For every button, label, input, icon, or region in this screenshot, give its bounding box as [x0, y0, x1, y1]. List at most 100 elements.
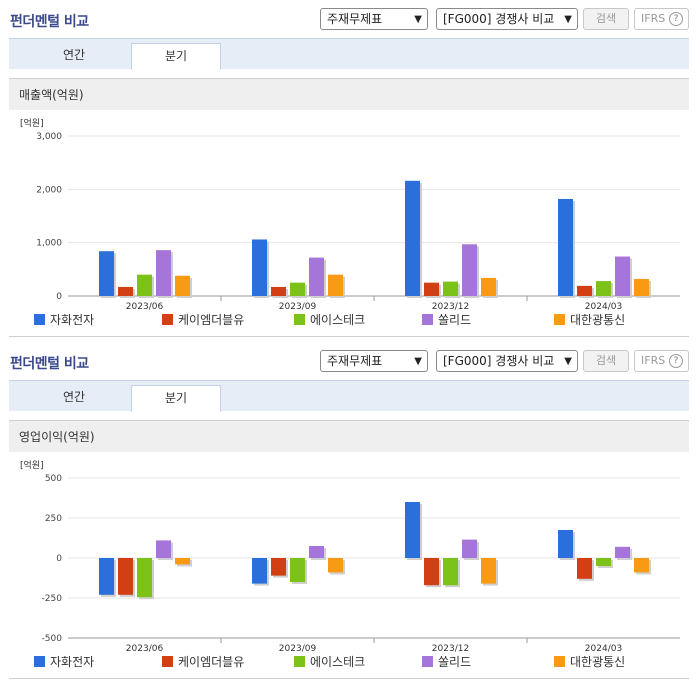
bar: [290, 558, 305, 582]
y-tick-label: 250: [45, 514, 62, 524]
fundamental-panel-sales: 펀더멘털 비교 주재무제표 ▼ [FG000] 경쟁사 비교 ▼ 검색 IFRS? …: [9, 8, 689, 337]
bar: [615, 546, 630, 558]
ifrs-label: IFRS: [641, 12, 666, 25]
bar: [309, 546, 324, 558]
bar: [405, 502, 420, 558]
ifrs-button[interactable]: IFRS?: [634, 8, 689, 30]
bar: [175, 275, 190, 296]
period-tabs: 연간 분기: [9, 38, 689, 70]
x-tick-label: 2023/06: [126, 644, 164, 654]
y-tick-label: 3,000: [36, 132, 62, 142]
ifrs-label: IFRS: [641, 354, 666, 367]
bar: [596, 558, 611, 566]
bar: [424, 558, 439, 586]
bar: [118, 286, 133, 296]
y-tick-label: -250: [42, 594, 63, 604]
legend-label: 자화전자: [50, 655, 94, 669]
legend-label: 에이스테크: [310, 655, 365, 669]
search-button[interactable]: 검색: [583, 8, 629, 30]
x-tick-label: 2023/06: [126, 302, 164, 312]
tab-quarterly[interactable]: 분기: [131, 43, 221, 70]
ifrs-button[interactable]: IFRS?: [634, 350, 689, 372]
bar: [462, 244, 477, 296]
section-title: 영업이익(억원): [9, 420, 689, 452]
bar: [156, 540, 171, 558]
bar: [252, 558, 267, 584]
bar: [271, 558, 286, 576]
legend-swatch: [422, 656, 433, 667]
bar: [424, 282, 439, 296]
bar: [462, 539, 477, 558]
chevron-down-icon: ▼: [414, 14, 422, 25]
bar: [615, 256, 630, 296]
x-tick-label: 2023/09: [279, 302, 317, 312]
bar: [634, 558, 649, 573]
legend-label: 자화전자: [50, 313, 94, 327]
x-tick-label: 2024/03: [585, 302, 622, 312]
peer-group-select-value: [FG000] 경쟁사 비교: [443, 354, 555, 368]
statement-select[interactable]: 주재무제표 ▼: [320, 8, 428, 30]
bar: [118, 558, 133, 595]
y-tick-label: 1,000: [36, 239, 62, 249]
bar: [558, 198, 573, 296]
bar: [481, 558, 496, 584]
legend-label: 케이엠더블유: [178, 655, 244, 669]
bar: [175, 558, 190, 565]
bar: [252, 239, 267, 296]
period-tabs: 연간 분기: [9, 380, 689, 412]
search-button[interactable]: 검색: [583, 350, 629, 372]
bar: [156, 250, 171, 296]
bar: [309, 257, 324, 296]
legend-label: 대한광통신: [570, 313, 625, 327]
chevron-down-icon: ▼: [564, 14, 572, 25]
bar: [558, 530, 573, 558]
y-tick-label: 0: [56, 554, 62, 564]
tab-annual[interactable]: 연간: [62, 390, 86, 404]
bar: [481, 277, 496, 296]
legend-label: 쏠리드: [438, 313, 471, 327]
legend-label: 대한광통신: [570, 655, 625, 669]
legend-swatch: [294, 314, 305, 325]
bar: [99, 251, 114, 296]
y-tick-label: 0: [56, 292, 62, 302]
peer-group-select[interactable]: [FG000] 경쟁사 비교 ▼: [436, 8, 578, 30]
legend-swatch: [294, 656, 305, 667]
bar: [596, 281, 611, 296]
panel-title: 펀더멘털 비교: [10, 14, 89, 30]
legend-label: 케이엠더블유: [178, 313, 244, 327]
help-icon[interactable]: ?: [669, 12, 683, 26]
statement-select-value: 주재무제표: [327, 12, 383, 26]
y-tick-label: 2,000: [36, 185, 62, 195]
tab-quarterly[interactable]: 분기: [131, 385, 221, 412]
y-unit-label: [억원]: [20, 459, 44, 471]
legend-label: 에이스테크: [310, 313, 365, 327]
x-tick-label: 2023/12: [432, 644, 469, 654]
section-title: 매출액(억원): [9, 78, 689, 110]
bar: [137, 274, 152, 296]
operating-income-bar-chart: [억원]500 250 0 -250 -500 2023/06 2023/09 2023/12…: [20, 459, 680, 669]
legend-label: 쏠리드: [438, 655, 471, 669]
fundamental-panel-op-income: 펀더멘털 비교 주재무제표 ▼ [FG000] 경쟁사 비교 ▼ 검색 IFRS? …: [0, 342, 696, 684]
legend-swatch: [34, 314, 45, 325]
divider: [9, 336, 689, 337]
bar: [634, 278, 649, 296]
tab-annual[interactable]: 연간: [62, 48, 86, 62]
divider: [9, 678, 689, 679]
statement-select-value: 주재무제표: [327, 354, 383, 368]
x-tick-label: 2023/09: [279, 644, 317, 654]
bar: [137, 558, 152, 598]
bar: [328, 274, 343, 296]
sales-bar-chart: [억원] 3,000 2,000 1,000 0 2023/06 2023/09 2023/1…: [20, 117, 680, 327]
help-icon[interactable]: ?: [669, 354, 683, 368]
peer-group-select[interactable]: [FG000] 경쟁사 비교 ▼: [436, 350, 578, 372]
bar: [271, 286, 286, 296]
bar: [405, 180, 420, 296]
bar: [443, 558, 458, 586]
panel-title: 펀더멘털 비교: [10, 356, 89, 372]
y-unit-label: [억원]: [20, 117, 44, 129]
x-tick-label: 2023/12: [432, 302, 469, 312]
bar: [577, 285, 592, 296]
chevron-down-icon: ▼: [414, 356, 422, 367]
statement-select[interactable]: 주재무제표 ▼: [320, 350, 428, 372]
x-tick-label: 2024/03: [585, 644, 622, 654]
